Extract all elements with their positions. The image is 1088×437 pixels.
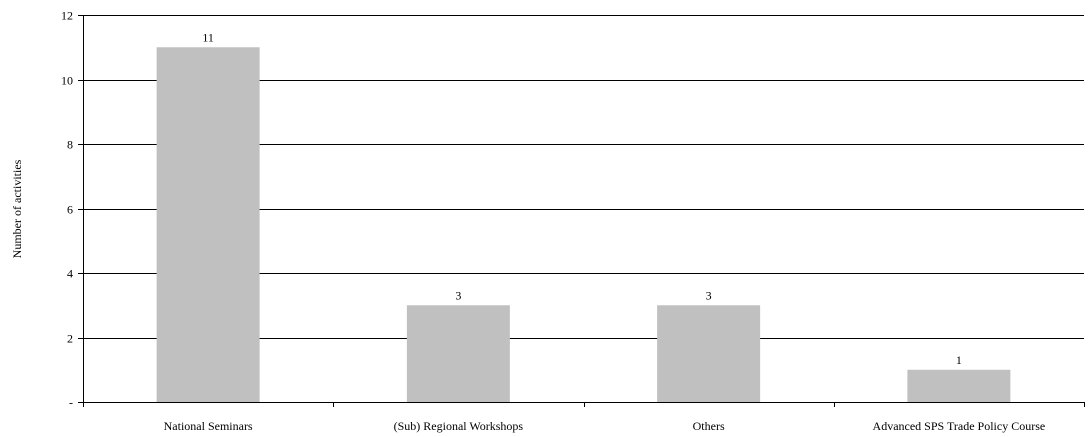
y-tick-label: 12 xyxy=(61,9,73,23)
bar xyxy=(907,369,1011,402)
bar xyxy=(657,305,761,402)
x-category-label: Advanced SPS Trade Policy Course xyxy=(873,419,1046,433)
labels: - 2 4 6 8 10 12 11 National Seminars 3 (Sub) Regio… xyxy=(61,9,1045,434)
bar-value-label: 11 xyxy=(202,30,214,44)
y-tick-label: - xyxy=(69,396,73,410)
bar xyxy=(406,305,510,402)
bar xyxy=(156,47,260,402)
bar-value-label: 3 xyxy=(455,288,461,302)
y-tick-label: 8 xyxy=(67,138,73,152)
y-axis-title: Number of activities xyxy=(10,159,24,258)
bar-value-label: 3 xyxy=(706,288,712,302)
x-category-label: National Seminars xyxy=(164,419,253,433)
y-tick-label: 2 xyxy=(67,332,73,346)
axes xyxy=(78,15,1085,407)
y-tick-label: 6 xyxy=(67,203,73,217)
bars xyxy=(156,47,1011,402)
y-tick-label: 10 xyxy=(61,74,73,88)
x-category-label: Others xyxy=(693,419,725,433)
y-tick-label: 4 xyxy=(67,267,73,281)
x-category-label: (Sub) Regional Workshops xyxy=(394,419,524,433)
bar-value-label: 1 xyxy=(956,353,962,367)
